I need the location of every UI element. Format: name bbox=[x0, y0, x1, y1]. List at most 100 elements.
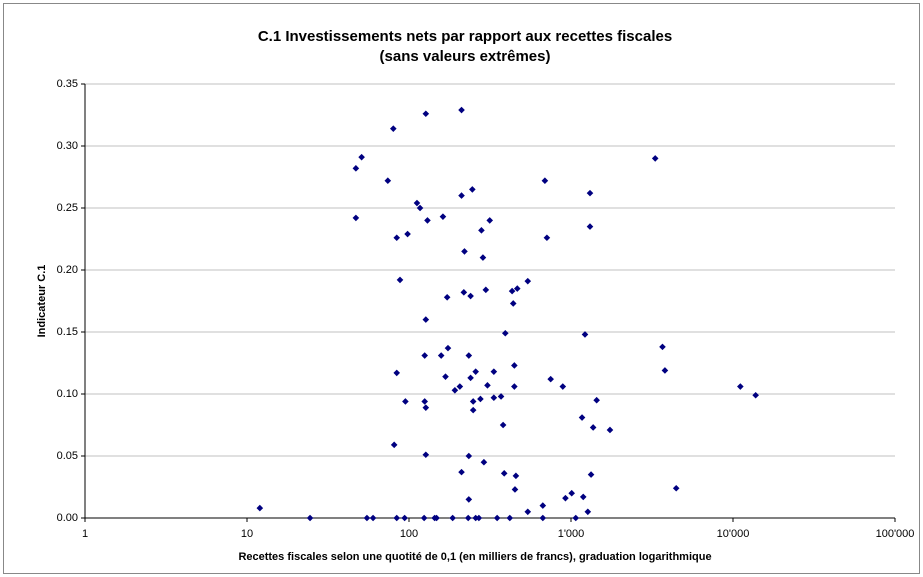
point bbox=[469, 398, 477, 405]
point bbox=[584, 508, 592, 516]
point bbox=[578, 414, 586, 421]
point bbox=[543, 234, 551, 242]
point bbox=[539, 502, 547, 509]
point bbox=[484, 382, 491, 389]
point bbox=[390, 441, 398, 449]
point bbox=[401, 514, 408, 522]
point bbox=[568, 489, 576, 497]
point bbox=[587, 471, 595, 478]
point bbox=[443, 293, 451, 301]
point bbox=[465, 496, 473, 503]
point bbox=[482, 286, 490, 294]
point bbox=[422, 404, 430, 411]
y-tick-label: 0.30 bbox=[57, 140, 78, 152]
point bbox=[490, 394, 498, 402]
point bbox=[352, 165, 360, 172]
point bbox=[352, 214, 360, 222]
point bbox=[661, 367, 669, 374]
point bbox=[464, 514, 472, 522]
point bbox=[413, 199, 421, 207]
point bbox=[439, 213, 447, 220]
point bbox=[513, 285, 521, 292]
point bbox=[581, 331, 589, 338]
point bbox=[306, 514, 314, 522]
point bbox=[490, 368, 498, 375]
point bbox=[480, 458, 488, 466]
point bbox=[404, 230, 411, 238]
point bbox=[467, 292, 474, 300]
point bbox=[475, 514, 483, 522]
point bbox=[393, 514, 401, 522]
point bbox=[586, 223, 594, 230]
point bbox=[508, 287, 516, 295]
point bbox=[672, 484, 680, 492]
point bbox=[449, 514, 456, 522]
point bbox=[465, 352, 473, 359]
point bbox=[458, 468, 465, 476]
point bbox=[497, 393, 505, 400]
point bbox=[421, 398, 428, 405]
point bbox=[393, 369, 401, 377]
point bbox=[422, 110, 430, 118]
y-tick-label: 0.20 bbox=[57, 264, 78, 276]
point bbox=[659, 343, 666, 351]
point bbox=[606, 426, 614, 434]
point bbox=[461, 248, 468, 255]
point bbox=[493, 514, 501, 522]
point bbox=[422, 451, 430, 459]
point bbox=[363, 514, 371, 522]
point bbox=[393, 234, 401, 242]
chart-subtitle: (sans valeurs extrêmes) bbox=[380, 48, 551, 65]
point bbox=[541, 177, 549, 185]
point bbox=[416, 204, 424, 212]
point bbox=[579, 493, 587, 501]
point bbox=[384, 177, 392, 185]
point bbox=[511, 486, 519, 493]
point bbox=[478, 227, 485, 234]
y-axis-title: Indicateur C.1 bbox=[36, 265, 48, 338]
point bbox=[539, 514, 547, 522]
point bbox=[524, 508, 532, 516]
point bbox=[501, 329, 509, 337]
x-tick-label: 10 bbox=[241, 528, 253, 540]
point bbox=[467, 374, 474, 382]
point bbox=[511, 362, 518, 369]
point bbox=[593, 396, 600, 404]
point bbox=[402, 398, 409, 405]
point bbox=[506, 514, 514, 522]
point bbox=[477, 395, 484, 403]
point bbox=[451, 386, 459, 394]
point bbox=[456, 383, 464, 390]
point bbox=[509, 300, 517, 307]
point bbox=[358, 153, 365, 161]
point bbox=[562, 494, 569, 502]
point bbox=[458, 106, 465, 114]
point bbox=[572, 514, 580, 522]
x-axis-title: Recettes fiscales selon une quotité de 0… bbox=[238, 551, 711, 563]
y-tick-label: 0.35 bbox=[57, 78, 78, 90]
y-tick-label: 0.15 bbox=[57, 326, 78, 338]
point bbox=[559, 383, 567, 390]
point bbox=[511, 383, 518, 390]
point bbox=[396, 276, 404, 284]
point bbox=[500, 470, 508, 477]
point bbox=[460, 289, 468, 296]
chart-title: C.1 Investissements nets par rapport aux… bbox=[258, 28, 672, 45]
point bbox=[499, 421, 507, 429]
point bbox=[422, 316, 430, 323]
y-tick-label: 0.00 bbox=[57, 512, 78, 524]
point bbox=[390, 125, 397, 132]
point bbox=[465, 452, 473, 460]
y-tick-label: 0.25 bbox=[57, 202, 78, 214]
point bbox=[479, 254, 487, 261]
point bbox=[469, 186, 476, 193]
x-tick-label: 100 bbox=[400, 528, 418, 540]
x-tick-label: 100'000 bbox=[876, 528, 915, 540]
x-tick-label: 1'000 bbox=[558, 528, 585, 540]
point bbox=[369, 514, 377, 522]
point bbox=[512, 472, 520, 480]
point bbox=[651, 155, 659, 162]
point bbox=[586, 189, 594, 197]
point bbox=[420, 514, 428, 522]
point bbox=[444, 344, 452, 352]
